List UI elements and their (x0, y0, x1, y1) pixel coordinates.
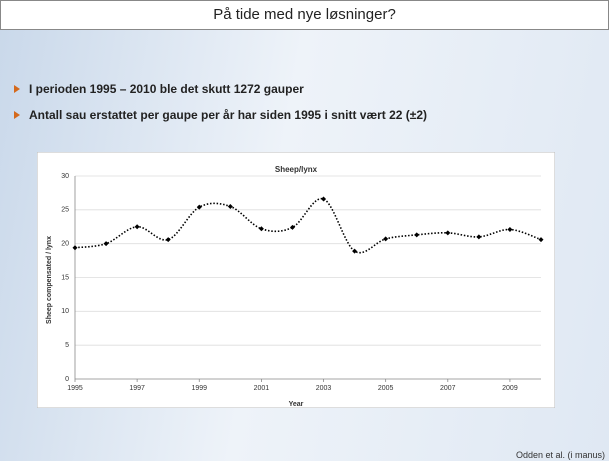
y-tick-label: 30 (61, 173, 69, 180)
data-point (258, 226, 264, 232)
x-tick-label: 2005 (378, 385, 394, 392)
x-tick-label: 2001 (254, 385, 270, 392)
chart-frame (37, 152, 555, 408)
y-tick-label: 15 (61, 274, 69, 281)
data-point (227, 203, 233, 209)
bullet: I perioden 1995 – 2010 ble det skutt 127… (14, 82, 304, 96)
x-tick-label: 1999 (191, 385, 207, 392)
data-point (507, 226, 513, 232)
bullet: Antall sau erstattet per gaupe per år ha… (14, 108, 427, 122)
data-point (134, 224, 140, 230)
data-point (538, 237, 544, 243)
x-tick-label: 1997 (129, 385, 145, 392)
chart-title: Sheep/lynx (275, 165, 318, 174)
data-point (321, 196, 327, 202)
x-tick-label: 2003 (316, 385, 332, 392)
y-tick-label: 0 (65, 376, 69, 383)
x-tick-label: 2007 (440, 385, 456, 392)
x-tick-label: 2009 (502, 385, 518, 392)
x-tick-label: 1995 (67, 385, 83, 392)
chart: Sheep/lynx Year Sheep compensated / lynx… (37, 152, 555, 408)
data-point (383, 236, 389, 242)
citation: Odden et al. (i manus) (515, 450, 605, 460)
y-tick-label: 20 (61, 241, 69, 248)
data-point (289, 224, 295, 230)
y-tick-label: 10 (61, 308, 69, 315)
data-point (103, 241, 109, 247)
data-point (414, 232, 420, 238)
y-tick-label: 25 (61, 207, 69, 214)
data-point (445, 230, 451, 236)
y-tick-label: 5 (65, 342, 69, 349)
x-axis-label: Year (289, 401, 304, 408)
data-point (352, 248, 358, 254)
data-point (196, 204, 202, 210)
y-axis-label: Sheep compensated / lynx (46, 236, 53, 324)
slide-title: På tide med nye løsninger? (0, 0, 609, 30)
data-point (165, 237, 171, 243)
data-point (72, 245, 78, 251)
data-point (476, 234, 482, 240)
